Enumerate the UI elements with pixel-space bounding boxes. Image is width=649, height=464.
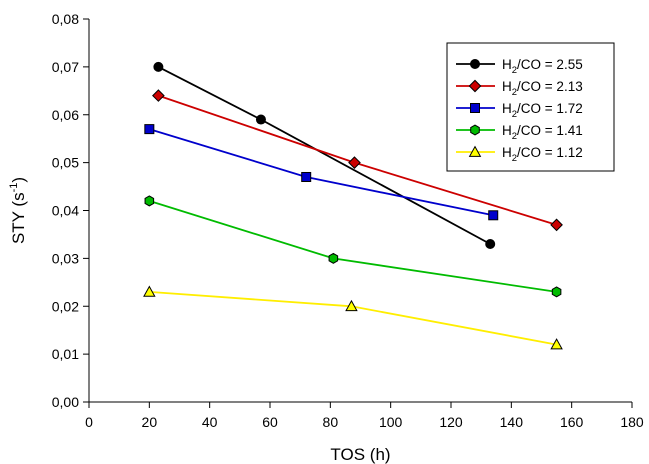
legend-marker [468, 79, 482, 93]
x-tick-label: 80 [323, 414, 339, 430]
y-tick-label: 0,02 [52, 298, 79, 314]
y-axis-title-sup: -1 [8, 183, 20, 193]
y-tick-label: 0,05 [52, 155, 79, 171]
y-tick-label: 0,08 [52, 11, 79, 27]
data-point [255, 114, 266, 125]
series-3 [144, 124, 499, 221]
data-point [153, 61, 164, 72]
legend-marker [470, 124, 480, 136]
legend-entry: H2/CO = 1.12 [456, 145, 583, 164]
data-point [328, 252, 339, 264]
y-tick-label: 0,01 [52, 346, 79, 362]
data-point [301, 171, 312, 182]
legend-label: H2/CO = 1.41 [502, 123, 583, 142]
y-tick-label: 0,03 [52, 250, 79, 266]
series-line [149, 128, 494, 217]
series-2 [152, 89, 563, 232]
data-point [143, 285, 156, 297]
series-1 [153, 61, 496, 250]
series-5 [143, 285, 563, 350]
legend-entry: H2/CO = 1.72 [456, 101, 583, 120]
y-axis-title-close: ) [9, 177, 28, 183]
y-axis-title-main: STY (s [9, 192, 28, 244]
x-tick-label: 120 [439, 414, 463, 430]
data-point [144, 124, 155, 135]
data-point [345, 299, 358, 312]
legend-entry: H2/CO = 2.55 [456, 57, 583, 76]
x-tick-label: 60 [262, 414, 278, 430]
y-tick-label: 0,07 [52, 59, 79, 75]
y-tick-label: 0,06 [52, 107, 79, 123]
x-tick-label: 40 [202, 414, 218, 430]
x-axis-title: TOS (h) [330, 445, 390, 464]
data-point [551, 286, 562, 298]
legend-label: H2/CO = 2.55 [502, 57, 583, 76]
x-tick-label: 100 [379, 414, 403, 430]
series-line [149, 291, 557, 346]
y-tick-label: 0,00 [52, 394, 79, 410]
legend: H2/CO = 2.55 H2/CO = 2.13 H2/CO = 1.72 H2/C… [446, 42, 615, 172]
x-tick-label: 140 [500, 414, 524, 430]
legend-marker [470, 59, 480, 69]
x-tick-label: 0 [85, 414, 93, 430]
legend-entry: H2/CO = 2.13 [456, 79, 583, 98]
series-line [157, 66, 491, 245]
data-point [550, 338, 563, 350]
legend-marker [468, 145, 482, 157]
legend-label: H2/CO = 1.72 [502, 101, 583, 120]
legend-label: H2/CO = 2.13 [502, 79, 583, 98]
x-tick-label: 180 [620, 414, 644, 430]
axes: 0 20 40 60 80 100 120 140 160 180 0,00 0,01 0,02 0,03… [52, 11, 644, 430]
legend-marker [470, 103, 480, 113]
data-point [550, 218, 563, 232]
y-tick-label: 0,04 [52, 203, 79, 219]
y-axis-title-group: STY (s-1) [8, 177, 28, 244]
legend-label: H2/CO = 1.12 [502, 145, 583, 164]
legend-entry: H2/CO = 1.41 [456, 123, 583, 142]
series-layer [143, 61, 563, 350]
data-point [488, 210, 499, 221]
data-point [144, 195, 155, 207]
x-tick-label: 20 [142, 414, 158, 430]
x-tick-label: 160 [560, 414, 584, 430]
data-point [152, 89, 165, 102]
series-4 [144, 195, 562, 298]
data-point [485, 239, 496, 250]
data-point [348, 156, 361, 169]
y-axis-title: STY (s-1) [8, 177, 28, 244]
